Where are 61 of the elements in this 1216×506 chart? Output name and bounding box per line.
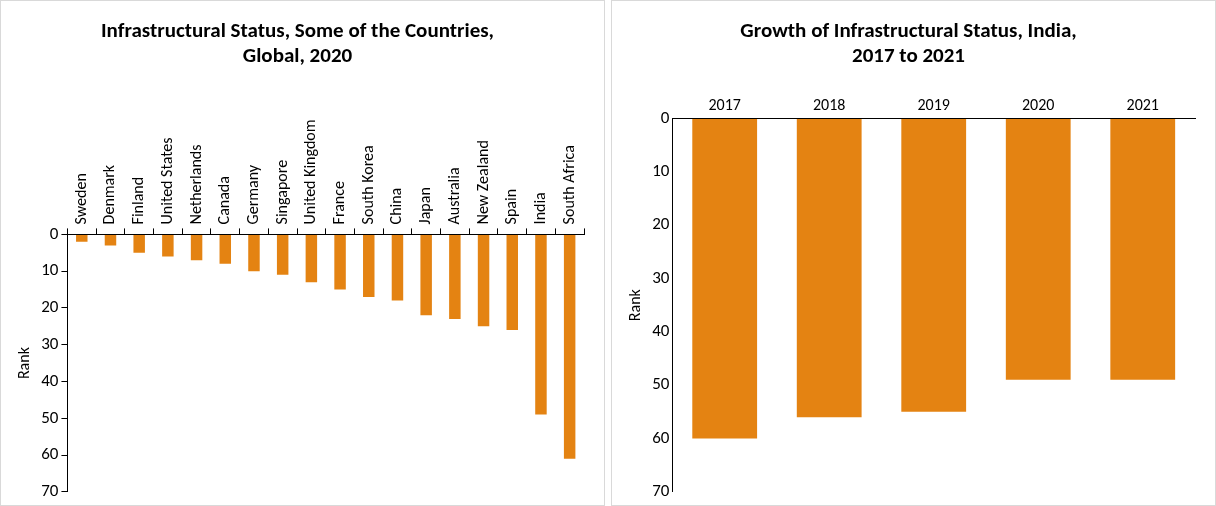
y-tick-label: 60 <box>652 426 670 448</box>
y-axis-title: Rank <box>13 346 33 380</box>
y-tick-label: 0 <box>49 222 59 244</box>
x-tick-label: Singapore <box>271 159 291 225</box>
y-tick-label: 50 <box>652 373 670 395</box>
bar <box>219 234 232 264</box>
bar <box>76 234 88 242</box>
x-tick-label: 2021 <box>1126 95 1159 114</box>
y-axis-title: Rank <box>624 288 644 322</box>
x-tick-label: Germany <box>242 164 262 225</box>
bar <box>535 234 547 415</box>
x-tick-label: Japan <box>415 187 435 225</box>
x-tick-label: 2019 <box>917 95 950 114</box>
bar <box>276 234 289 275</box>
y-tick-label: 70 <box>652 480 670 502</box>
bar <box>190 234 203 261</box>
bar <box>420 234 432 316</box>
x-tick-label: Spain <box>501 188 521 225</box>
bar <box>334 234 346 290</box>
x-tick-label: France <box>329 180 349 225</box>
chart-title: Infrastructural Status, Some of the Countries, Global, 2020 <box>101 16 494 69</box>
y-tick-label: 40 <box>41 369 59 391</box>
x-tick-label: 2017 <box>708 95 741 114</box>
bar <box>506 234 518 331</box>
x-tick-label: India <box>529 192 549 225</box>
bar <box>162 234 174 257</box>
x-tick-label: New Zealand <box>472 140 492 225</box>
y-tick-label: 0 <box>660 106 670 128</box>
y-tick-label: 30 <box>41 332 59 354</box>
bar <box>391 234 404 301</box>
y-tick-label: 10 <box>41 259 59 281</box>
y-tick-label: 40 <box>652 320 670 342</box>
x-tick-label: South Africa <box>558 145 578 225</box>
x-tick-label: Sweden <box>70 173 90 225</box>
x-tick-label: Australia <box>443 167 463 225</box>
x-tick-label: Denmark <box>99 164 119 225</box>
y-tick-label: 50 <box>41 406 59 428</box>
bar <box>563 234 576 459</box>
y-tick-label: 30 <box>652 266 670 288</box>
y-tick-label: 60 <box>41 443 59 465</box>
x-tick-label: United Kingdom <box>300 119 320 225</box>
chart-title: Growth of Infrastructural Status, India, 2017 to 2021 <box>740 16 1077 69</box>
x-tick-label: United States <box>156 137 176 225</box>
bar <box>449 234 461 319</box>
x-tick-label: South Korea <box>357 145 377 225</box>
x-tick-label: Netherlands <box>185 144 205 225</box>
y-tick-label: 20 <box>652 213 670 235</box>
y-tick-label: 10 <box>652 160 670 182</box>
x-tick-label: 2018 <box>812 95 846 114</box>
y-tick-label: 70 <box>41 480 59 502</box>
y-tick-label: 20 <box>41 296 59 318</box>
bar <box>305 234 318 283</box>
bar <box>248 234 260 272</box>
bar <box>104 234 117 246</box>
x-tick-label: 2020 <box>1022 95 1055 114</box>
bar <box>363 234 375 297</box>
x-tick-label: Finland <box>128 176 148 225</box>
bar <box>133 234 145 253</box>
x-tick-label: China <box>386 187 406 225</box>
x-tick-label: Canada <box>214 176 234 225</box>
bar <box>477 234 490 327</box>
